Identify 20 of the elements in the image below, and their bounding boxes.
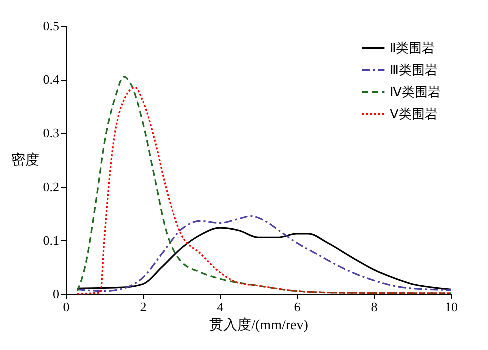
y-tick-label: 0.4 <box>43 72 60 88</box>
line-series <box>76 227 452 291</box>
y-axis-title: 密度 <box>11 152 40 168</box>
y-tick-label: 0.1 <box>43 232 60 248</box>
x-tick-label: 0 <box>63 300 70 314</box>
x-tick-label: 4 <box>217 300 224 314</box>
y-tick-label: 0.3 <box>43 126 60 141</box>
legend-label: Ⅳ类围岩 <box>390 84 441 100</box>
y-tick-label: 0 <box>53 286 60 302</box>
x-tick-label: 8 <box>371 300 378 314</box>
legend-label: Ⅱ类围岩 <box>390 40 435 56</box>
x-axis-title: 贯入度/(mm/rev) <box>210 318 309 334</box>
y-tick-label: 0.2 <box>43 179 60 194</box>
x-tick-label: 6 <box>294 300 302 314</box>
y-tick-label: 0.5 <box>43 18 60 34</box>
x-tick-label: 2 <box>140 300 147 314</box>
legend-label: Ⅴ类围岩 <box>390 106 438 122</box>
x-tick-label: 10 <box>445 300 458 314</box>
legend-label: Ⅲ类围岩 <box>390 62 438 78</box>
line-series <box>76 215 452 292</box>
